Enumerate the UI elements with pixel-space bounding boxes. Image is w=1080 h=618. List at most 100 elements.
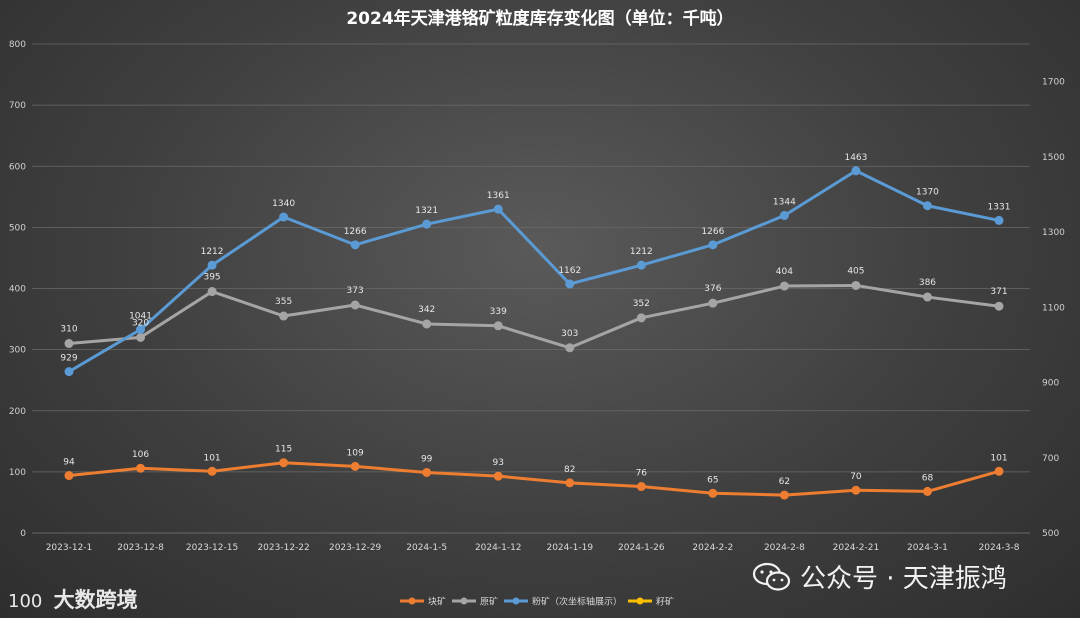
series-layer (64, 166, 1004, 500)
data-label: 310 (60, 325, 77, 335)
y2-tick-label: 500 (1042, 529, 1059, 539)
y2-tick-label: 1700 (1042, 78, 1065, 88)
y2-tick-label: 1100 (1042, 303, 1065, 313)
watermark-left-text: 大数跨境 (53, 588, 138, 612)
data-label: 1321 (415, 206, 438, 216)
data-point (279, 458, 289, 468)
data-label: 65 (707, 475, 718, 485)
data-label: 94 (63, 458, 75, 468)
data-point (64, 367, 74, 377)
data-label: 93 (493, 458, 504, 468)
x-tick-label: 2024-2-8 (764, 543, 805, 553)
legend: 块矿 原矿 粉矿（次坐标轴展示） 籽矿 (400, 596, 674, 608)
data-point (64, 471, 74, 481)
data-label: 352 (633, 299, 650, 309)
x-tick-label: 2024-1-12 (475, 543, 522, 553)
data-point (350, 240, 360, 250)
data-point (422, 319, 432, 329)
data-point (565, 343, 575, 353)
data-label: 386 (919, 278, 936, 288)
y-tick-label: 0 (20, 529, 26, 539)
series-line (68, 169, 1000, 373)
data-point (207, 287, 217, 297)
data-point (493, 204, 503, 214)
data-label: 376 (704, 284, 721, 294)
y-tick-label: 800 (9, 40, 26, 50)
data-label: 303 (561, 329, 578, 339)
data-label: 1344 (773, 198, 796, 208)
legend-marker (512, 597, 520, 605)
series-line (68, 283, 1000, 350)
data-point (708, 240, 718, 250)
legend-item: 块矿 (400, 596, 446, 608)
data-point (851, 166, 861, 176)
x-tick-label: 2024-3-1 (907, 543, 948, 553)
data-point (350, 461, 360, 471)
data-label: 355 (275, 297, 292, 307)
watermark-left: 100 大数跨境 (8, 584, 138, 614)
data-label: 101 (990, 453, 1007, 463)
data-point (64, 339, 74, 349)
data-point (994, 466, 1004, 476)
y2-tick-label: 700 (1042, 454, 1059, 464)
data-label: 99 (421, 454, 433, 464)
data-label: 70 (850, 472, 862, 482)
legend-label: 粉矿（次坐标轴展示） (532, 596, 622, 608)
wechat-icon (752, 562, 791, 591)
x-tick-label: 2024-1-19 (546, 543, 593, 553)
data-point (922, 292, 932, 302)
data-label: 404 (776, 267, 793, 277)
x-tick-label: 2024-1-26 (618, 543, 665, 553)
data-label: 106 (132, 450, 149, 460)
legend-item: 粉矿（次坐标轴展示） (504, 596, 622, 608)
data-point (922, 486, 932, 496)
legend-label: 籽矿 (656, 596, 674, 608)
data-label: 1340 (272, 199, 295, 209)
data-label: 373 (347, 286, 364, 296)
y-axis-secondary: 500 700 900 1100 1300 1500 1700 (1042, 78, 1065, 539)
data-label: 62 (779, 477, 790, 487)
data-label: 82 (564, 465, 575, 475)
data-point (279, 212, 289, 222)
data-point (779, 281, 789, 291)
data-label: 1331 (988, 202, 1011, 212)
y2-tick-label: 1500 (1042, 153, 1065, 163)
data-point (708, 298, 718, 308)
y-tick-label: 700 (9, 101, 26, 111)
data-point (636, 482, 646, 492)
y-axis-primary: 0 100 200 300 400 500 600 700 800 (9, 40, 26, 539)
data-point (565, 279, 575, 289)
data-label: 76 (636, 469, 648, 479)
watermark-logo: 100 (8, 591, 43, 612)
data-point (493, 471, 503, 481)
y-tick-label: 400 (9, 285, 26, 295)
data-label: 1463 (844, 153, 867, 163)
y-tick-label: 500 (9, 223, 26, 233)
y-tick-label: 100 (9, 468, 26, 478)
data-label: 1370 (916, 188, 939, 198)
legend-item: 原矿 (452, 596, 498, 608)
x-tick-label: 2023-12-15 (186, 543, 238, 553)
series-line (68, 461, 1000, 497)
data-point (207, 466, 217, 476)
watermark-right-text: 公众号 · 天津振鸿 (800, 564, 1007, 594)
data-point (922, 201, 932, 211)
legend-marker (636, 597, 644, 605)
legend-marker (408, 597, 416, 605)
data-point (636, 260, 646, 270)
chart-title: 2024年天津港铬矿粒度库存变化图（单位：千吨） (346, 8, 733, 29)
data-label: 1266 (701, 227, 724, 237)
x-tick-label: 2023-12-8 (117, 543, 164, 553)
data-label: 371 (990, 287, 1007, 297)
data-point (636, 313, 646, 323)
data-label: 1212 (201, 247, 224, 257)
data-label: 115 (275, 445, 292, 455)
x-tick-label: 2023-12-29 (329, 543, 382, 553)
y-tick-label: 600 (9, 162, 26, 172)
data-point (350, 300, 360, 310)
data-point (565, 478, 575, 488)
legend-marker (460, 597, 468, 605)
data-label: 101 (203, 453, 220, 463)
data-point (493, 321, 503, 331)
